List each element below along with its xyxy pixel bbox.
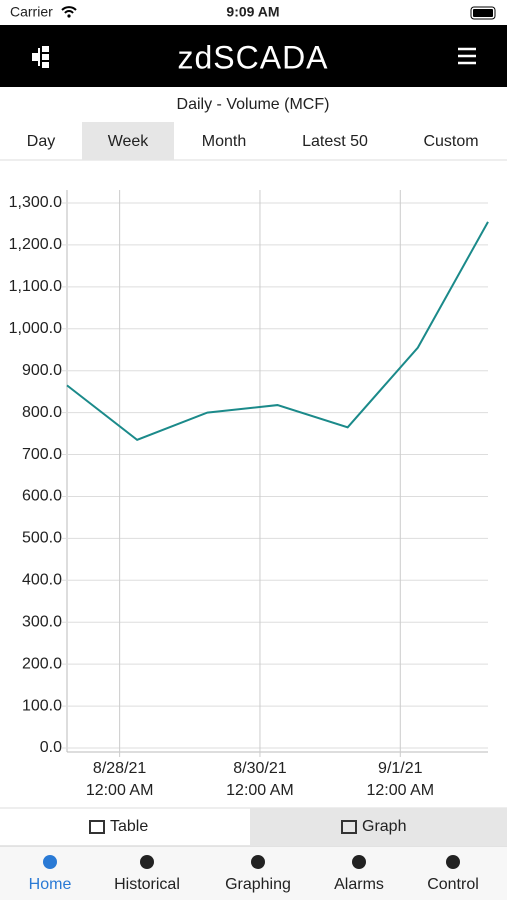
tab-icon — [43, 855, 57, 869]
tab-bar — [0, 846, 507, 900]
tab-bar-item[interactable]: Home — [29, 876, 72, 893]
wifi-dot — [67, 14, 71, 18]
y-tick-label: 1,100.0 — [9, 278, 62, 295]
carrier: Carrier — [10, 4, 53, 20]
toggle-selected-bg — [250, 808, 507, 846]
tab-bar-item[interactable]: Control — [427, 876, 479, 893]
chart-title: Daily - Volume (MCF) — [177, 96, 330, 113]
range-tab[interactable]: Latest 50 — [302, 133, 368, 150]
y-tick-label: 400.0 — [22, 572, 62, 589]
range-tab[interactable]: Month — [202, 133, 246, 150]
toggle-icon — [89, 820, 105, 834]
header-bar — [0, 25, 507, 87]
tab-icon — [251, 855, 265, 869]
data-line — [66, 221, 489, 442]
x-tick-label: 8/28/21 — [93, 760, 146, 777]
clock: 9:09 AM — [226, 4, 279, 20]
y-tick-label: 1,200.0 — [9, 236, 62, 253]
y-tick-label: 100.0 — [22, 697, 62, 714]
battery — [470, 6, 496, 20]
toggle-icon — [341, 820, 357, 834]
y-tick-label: 700.0 — [22, 446, 62, 463]
tree-button[interactable] — [32, 46, 49, 68]
tab-bar-item[interactable]: Historical — [114, 876, 180, 893]
battery-level — [473, 9, 493, 17]
y-tick-label: 900.0 — [22, 362, 62, 379]
y-tick-label: 1,300.0 — [9, 194, 62, 211]
range-tab[interactable]: Custom — [423, 133, 478, 150]
y-tick-label: 800.0 — [22, 404, 62, 421]
range-tab[interactable]: Week — [108, 133, 150, 150]
tab-bar-item[interactable]: Alarms — [334, 876, 384, 893]
y-tick-label: 200.0 — [22, 655, 62, 672]
y-tick-label: 300.0 — [22, 613, 62, 630]
x-tick-label: 12:00 AM — [86, 782, 154, 799]
menu-button[interactable] — [458, 47, 476, 65]
x-tick-label: 12:00 AM — [366, 782, 434, 799]
y-tick-label: 1,000.0 — [9, 320, 62, 337]
x-tick-label: 12:00 AM — [226, 782, 294, 799]
tab-bar-item[interactable]: Graphing — [225, 876, 291, 893]
wifi-icon — [61, 6, 77, 14]
range-tab[interactable]: Day — [27, 133, 55, 150]
logo: zdSCADA — [177, 39, 328, 75]
y-tick-label: 600.0 — [22, 488, 62, 505]
x-tick-label: 9/1/21 — [378, 760, 423, 777]
tab-icon — [446, 855, 460, 869]
view-toggle[interactable]: Graph — [362, 818, 406, 835]
y-tick-label: 0.0 — [40, 739, 62, 756]
tab-selected-bg — [82, 122, 174, 160]
x-tick-label: 8/30/21 — [233, 760, 286, 777]
y-tick-label: 500.0 — [22, 530, 62, 547]
tab-icon — [140, 855, 154, 869]
tab-icon — [352, 855, 366, 869]
view-toggle[interactable]: Table — [110, 818, 148, 835]
